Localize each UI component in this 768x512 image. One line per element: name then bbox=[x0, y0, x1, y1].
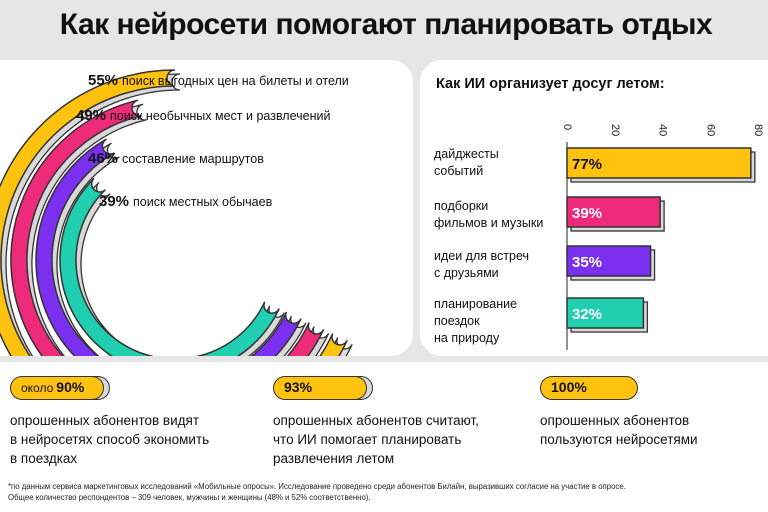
bar bbox=[566, 147, 752, 179]
stat-description: опрошенных абонентов пользуются нейросет… bbox=[540, 413, 698, 447]
category-line: дайджесты bbox=[434, 147, 499, 161]
category-line: идеи для встреч bbox=[434, 249, 529, 263]
bar bbox=[566, 196, 661, 228]
stat-prefix: около bbox=[21, 381, 54, 395]
arc-value: 49% bbox=[76, 107, 107, 124]
arc-value: 39% bbox=[99, 193, 130, 210]
bar-chart-panel: Как ИИ организует досуг летом: 0 20 40 60 80… bbox=[420, 60, 768, 356]
stat-planning: 93% опрошенных абонентов считают, что ИИ… bbox=[273, 376, 479, 468]
stat-use-ai: 100% опрошенных абонентов пользуются ней… bbox=[540, 376, 698, 449]
bar bbox=[566, 245, 652, 277]
footnote-line: Общее количество респондентов – 309 чело… bbox=[8, 493, 371, 502]
category-line: планирование bbox=[434, 297, 518, 311]
x-tick-label: 60 bbox=[704, 124, 716, 136]
category-label-meetings: идеи для встреч с друзьями bbox=[434, 248, 556, 282]
x-tick-label: 0 bbox=[561, 124, 573, 130]
stat-value: 93% bbox=[284, 379, 313, 395]
category-line: с друзьями bbox=[434, 266, 499, 280]
stat-description: опрошенных абонентов видят в нейросетях … bbox=[10, 413, 210, 466]
page-title: Как нейросети помогают планировать отдых bbox=[59, 8, 713, 41]
stat-description: опрошенных абонентов считают, что ИИ пом… bbox=[273, 413, 479, 466]
arc-segment bbox=[10, 99, 325, 425]
bar-chart-title: Как ИИ организует досуг летом: bbox=[436, 76, 665, 92]
arc-label-places: 49% поиск необычных мест и развлечений bbox=[76, 107, 330, 124]
stat-value: 90% bbox=[56, 379, 85, 395]
stat-value-badge: около 90% bbox=[10, 376, 104, 400]
stat-value-badge: 100% bbox=[540, 376, 638, 400]
category-line: подборки bbox=[434, 199, 489, 213]
stat-value-badge: 93% bbox=[273, 376, 367, 400]
stat-save-money: около 90% опрошенных абонентов видят в не… bbox=[10, 376, 209, 468]
arc-segment bbox=[59, 177, 280, 376]
arc-text: составление маршрутов bbox=[122, 152, 264, 166]
arc-chart bbox=[0, 69, 353, 455]
arc-segment bbox=[35, 138, 302, 400]
footnote: *по данным сервиса маркетинговых исследо… bbox=[8, 481, 760, 503]
arc-segment bbox=[0, 69, 348, 451]
bar bbox=[566, 297, 645, 329]
stat-pill: 100% bbox=[540, 376, 638, 400]
arc-chart-panel: 55% поиск выгодных цен на билеты и отели … bbox=[0, 60, 413, 455]
bar-value-label: 77% bbox=[572, 156, 602, 173]
x-tick-label: 80 bbox=[752, 124, 764, 136]
stat-pill: около 90% bbox=[10, 376, 110, 400]
stat-value: 100% bbox=[551, 379, 587, 395]
category-line: фильмов и музыки bbox=[434, 216, 544, 230]
arc-shadow bbox=[0, 73, 353, 455]
arc-label-routes: 46% составление маршрутов bbox=[88, 150, 264, 167]
arc-text: поиск местных обычаев bbox=[133, 195, 273, 209]
footnote-line: *по данным сервиса маркетинговых исследо… bbox=[8, 482, 626, 491]
category-label-nature: планирование поездок на природу bbox=[434, 296, 556, 347]
bar-chart: 0 20 40 60 80 77% 39% 35% 32% bbox=[561, 124, 764, 350]
bar-value-label: 32% bbox=[572, 306, 602, 323]
arc-value: 46% bbox=[88, 150, 119, 167]
category-line: событий bbox=[434, 164, 484, 178]
category-line: поездок bbox=[434, 314, 480, 328]
x-tick-label: 20 bbox=[609, 124, 621, 136]
arc-value: 55% bbox=[88, 72, 119, 89]
category-label-digests: дайджесты событий bbox=[434, 146, 556, 180]
x-tick-label: 40 bbox=[657, 124, 669, 136]
category-label-media: подборки фильмов и музыки bbox=[434, 198, 556, 232]
bar-value-label: 39% bbox=[572, 205, 602, 222]
bar-value-label: 35% bbox=[572, 254, 602, 271]
arc-text: поиск необычных мест и развлечений bbox=[110, 109, 331, 123]
category-line: на природу bbox=[434, 331, 500, 345]
stats-section: около 90% опрошенных абонентов видят в не… bbox=[0, 362, 768, 512]
arc-label-customs: 39% поиск местных обычаев bbox=[99, 193, 272, 210]
stat-pill: 93% bbox=[273, 376, 373, 400]
arc-text: поиск выгодных цен на билеты и отели bbox=[122, 74, 349, 88]
arc-label-prices: 55% поиск выгодных цен на билеты и отели bbox=[88, 72, 349, 89]
